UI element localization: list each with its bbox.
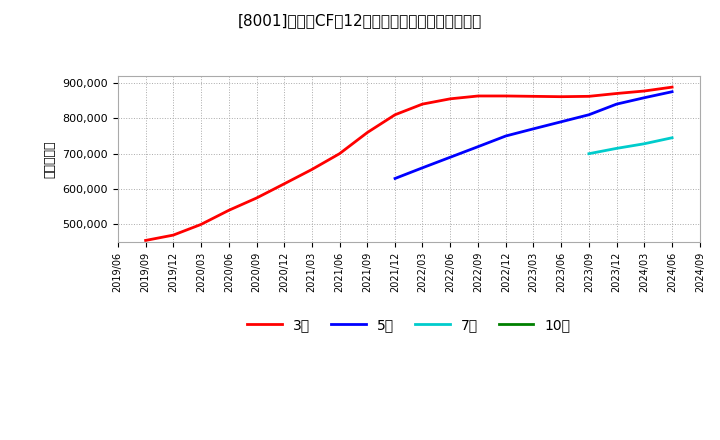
Text: [8001]　営業CFの12か月移動合計の平均値の推移: [8001] 営業CFの12か月移動合計の平均値の推移 bbox=[238, 13, 482, 28]
Line: 7年: 7年 bbox=[589, 138, 672, 154]
Legend: 3年, 5年, 7年, 10年: 3年, 5年, 7年, 10年 bbox=[242, 312, 576, 337]
Line: 5年: 5年 bbox=[395, 92, 672, 179]
Line: 3年: 3年 bbox=[145, 87, 672, 240]
Y-axis label: （百万円）: （百万円） bbox=[44, 140, 57, 178]
